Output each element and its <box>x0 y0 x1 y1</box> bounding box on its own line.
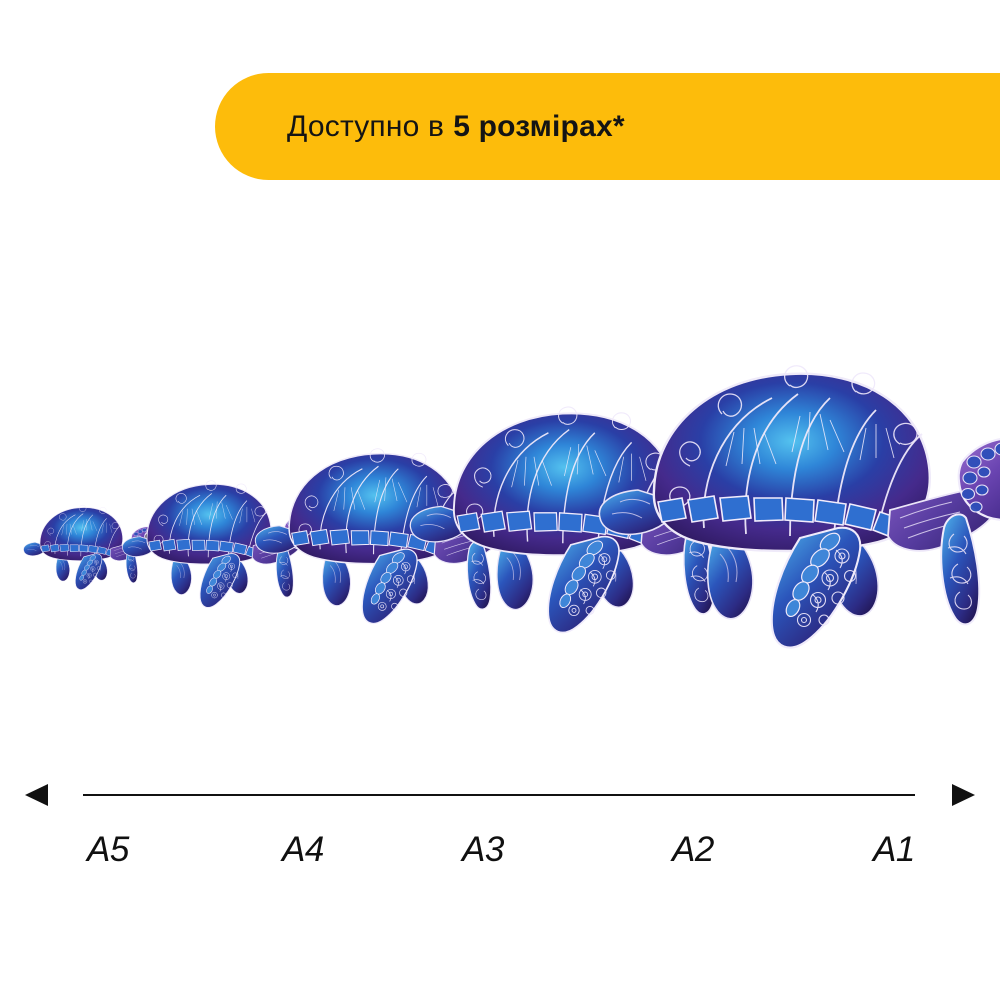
turtle-a1 <box>598 364 1000 649</box>
ruler-line <box>83 794 915 796</box>
banner-text-bold: 5 розмірах* <box>453 109 625 143</box>
size-label-a4: A4 <box>282 830 324 869</box>
size-label-a5: A5 <box>87 830 129 869</box>
size-banner: Доступно в 5 розмірах* <box>215 73 1000 180</box>
turtle-artwork <box>0 330 1000 690</box>
size-ruler: A5 A4 A3 A2 A1 <box>0 770 1000 890</box>
right-arrow-icon <box>952 784 975 806</box>
banner-text-regular: Доступно в <box>287 109 445 143</box>
size-label-a1: A1 <box>873 830 915 869</box>
turtle-group-svg <box>23 364 1000 649</box>
left-arrow-icon <box>25 784 48 806</box>
size-label-a3: A3 <box>462 830 504 869</box>
banner-text: Доступно в 5 розмірах* <box>287 73 625 180</box>
size-label-a2: A2 <box>672 830 714 869</box>
